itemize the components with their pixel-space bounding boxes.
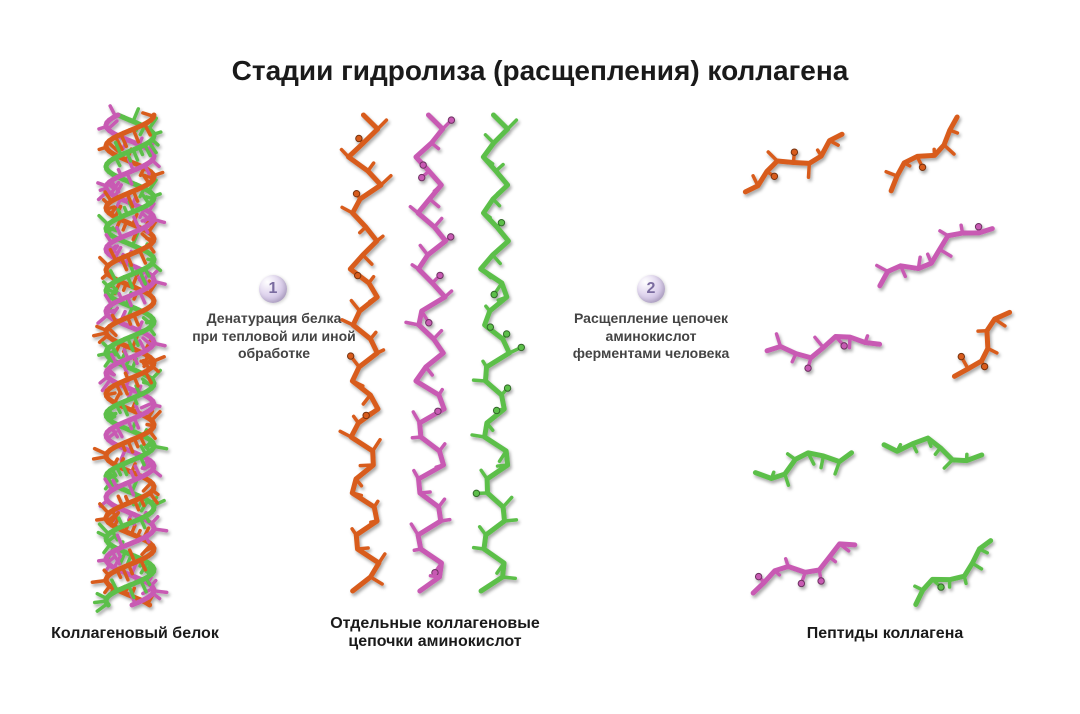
molecule-svg bbox=[0, 0, 1080, 714]
label-panel-2: Отдельные коллагеновые цепочки аминокисл… bbox=[300, 615, 570, 651]
diagram-canvas: Стадии гидролиза (расщепления) коллагена… bbox=[0, 0, 1080, 714]
label-panel-3: Пептиды коллагена bbox=[780, 625, 990, 643]
triple-helix bbox=[92, 106, 166, 611]
label-panel-1: Коллагеновый белок bbox=[30, 625, 240, 643]
